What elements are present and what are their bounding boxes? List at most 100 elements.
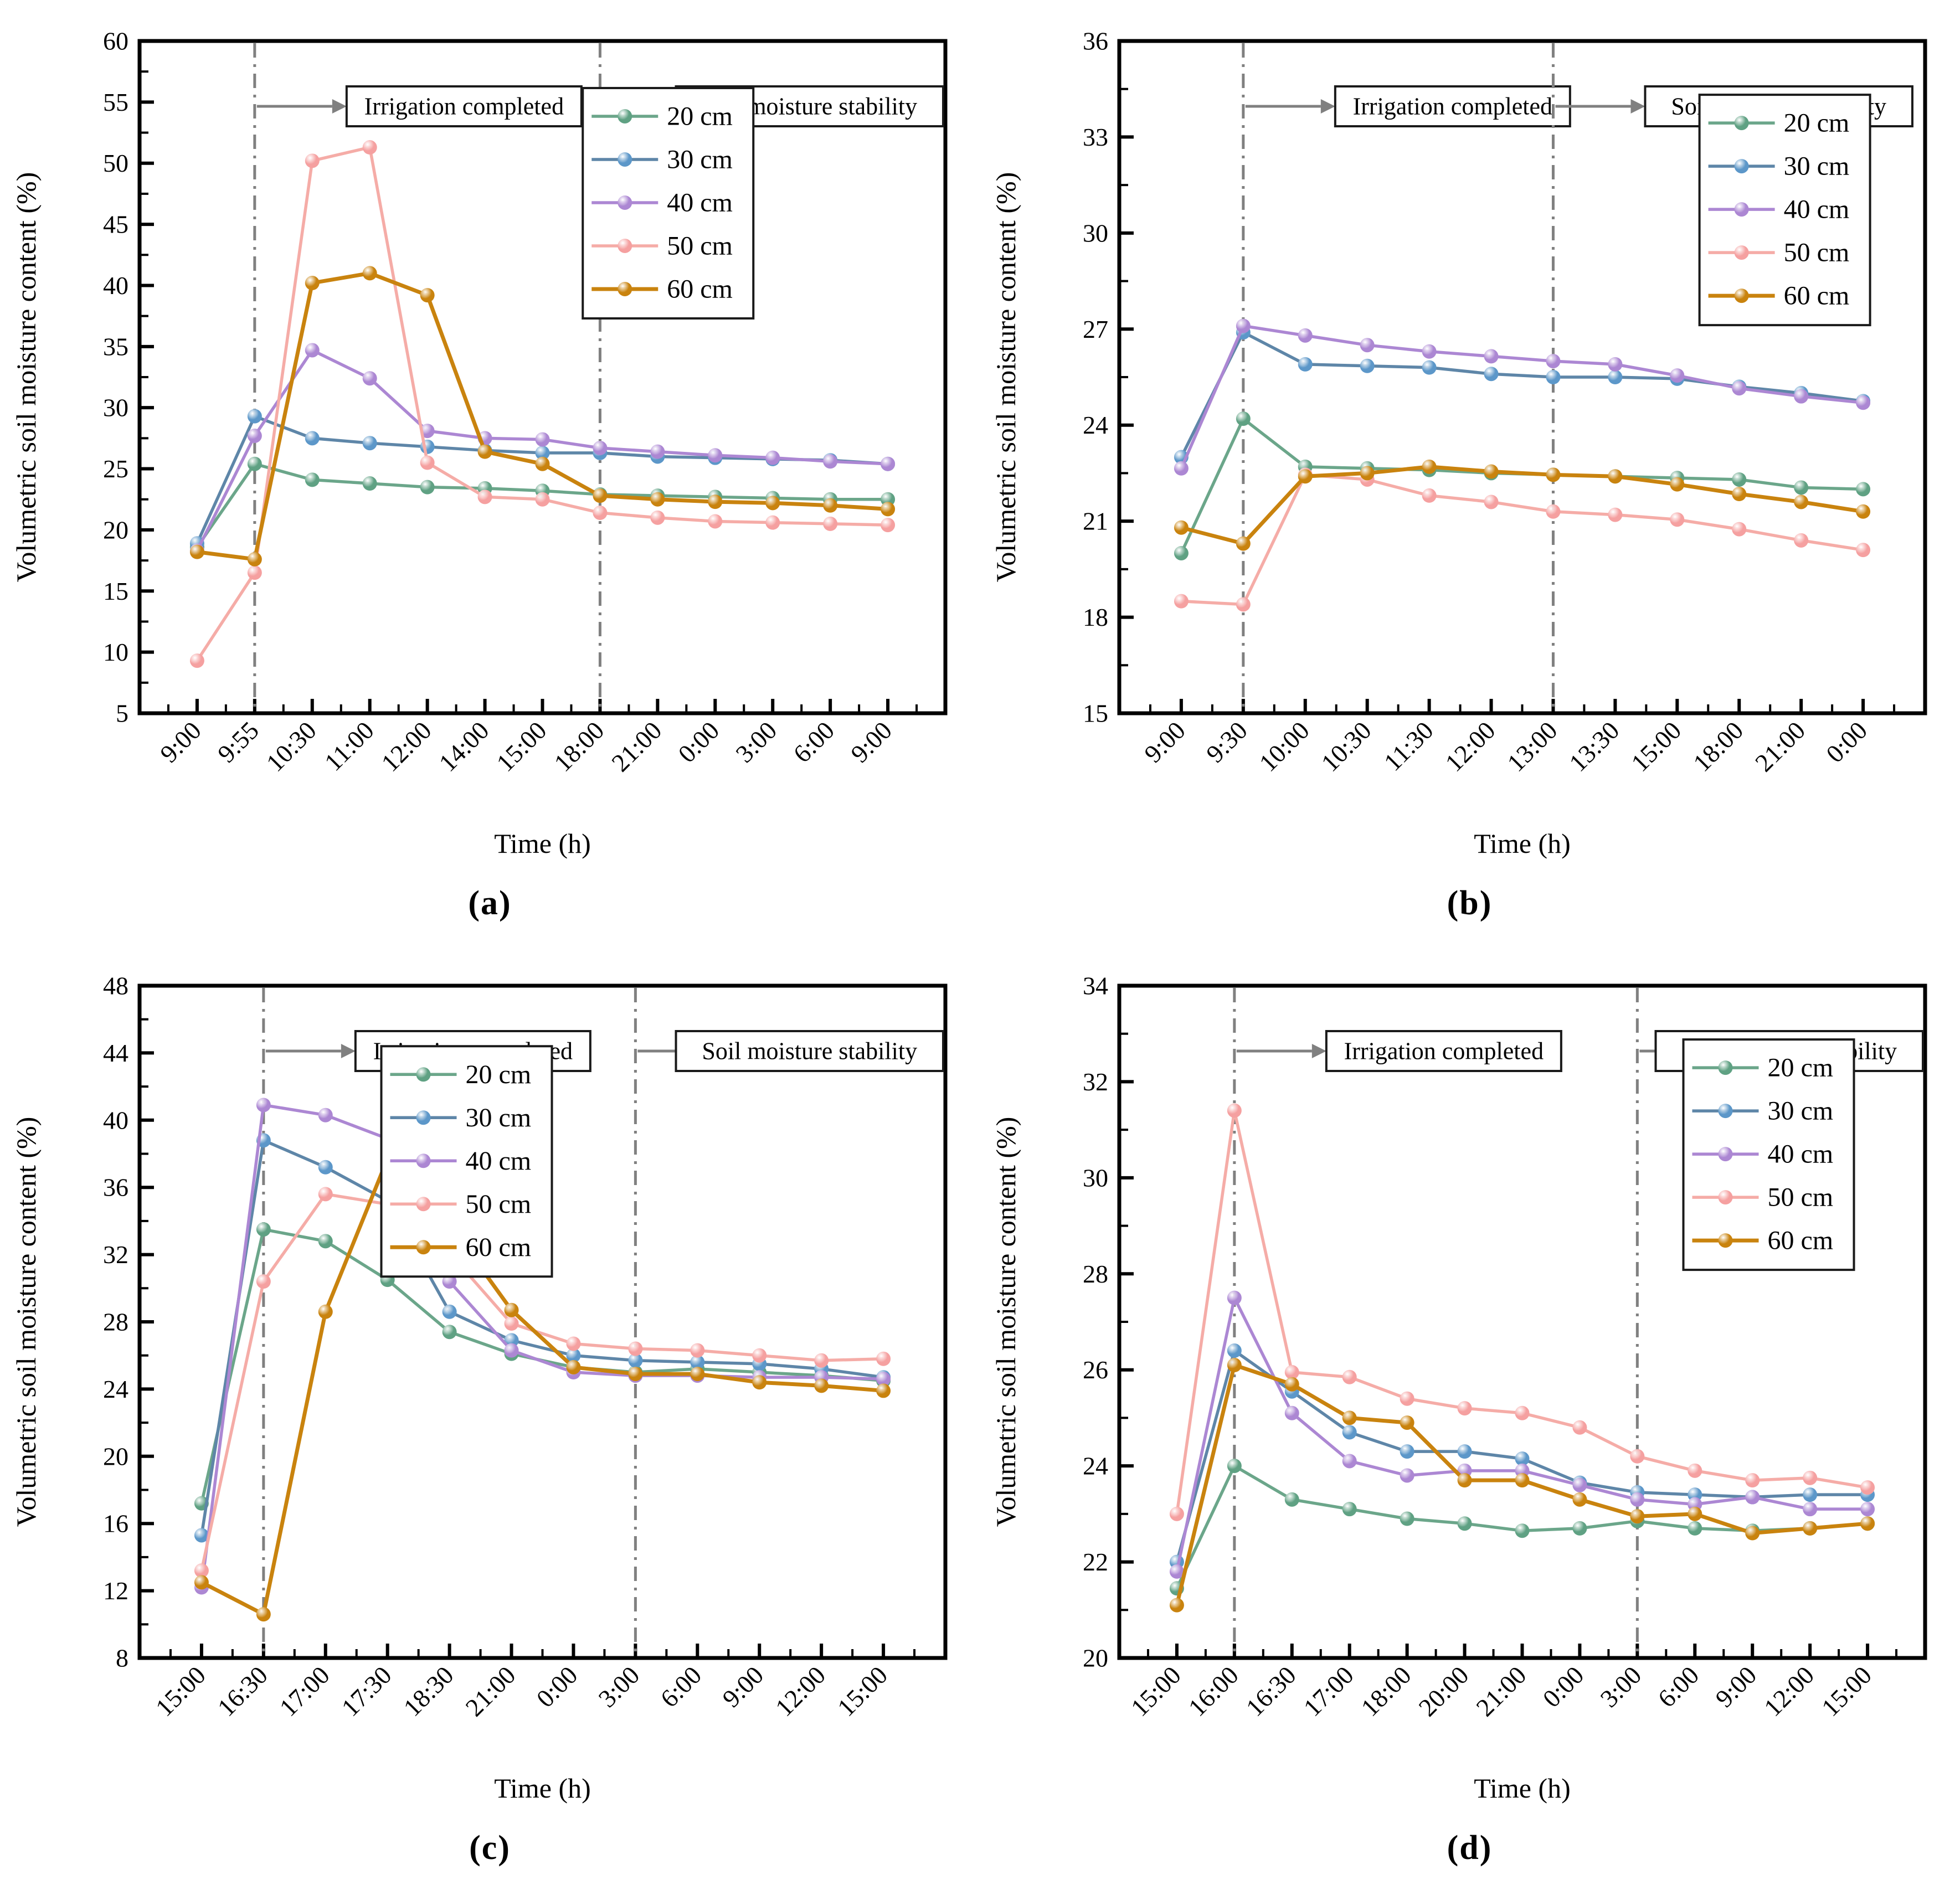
data-point: [876, 1351, 891, 1366]
legend-label: 30 cm: [667, 145, 733, 174]
y-tick-label: 28: [1083, 1260, 1108, 1288]
irrigation-completed-label: Irrigation completed: [364, 93, 564, 120]
data-point: [1670, 477, 1685, 492]
data-point: [1608, 507, 1623, 522]
data-point: [566, 1348, 581, 1363]
data-point: [1422, 488, 1437, 503]
x-tick-label: 10:00: [1254, 716, 1315, 777]
y-tick-label: 15: [103, 577, 128, 605]
x-tick-label: 13:30: [1563, 716, 1624, 777]
legend-label: 30 cm: [1768, 1096, 1834, 1126]
y-tick-label: 20: [1083, 1644, 1108, 1672]
data-point: [1484, 495, 1499, 509]
series-20-cm: [1174, 411, 1871, 560]
y-tick-label: 22: [1083, 1548, 1108, 1576]
y-tick-label: 28: [103, 1308, 128, 1336]
data-point: [1572, 1492, 1587, 1507]
data-point: [535, 445, 550, 460]
data-point: [1342, 1410, 1357, 1425]
legend-label: 30 cm: [466, 1103, 532, 1132]
data-point: [442, 1325, 457, 1340]
data-point: [1174, 594, 1189, 609]
x-tick-label: 0:00: [531, 1661, 583, 1713]
caption-d: (d): [1447, 1829, 1493, 1867]
x-tick-label: 15:00: [832, 1661, 893, 1722]
legend-label: 40 cm: [1768, 1140, 1834, 1169]
data-point: [1342, 1425, 1357, 1440]
y-tick-label: 48: [103, 972, 128, 1000]
series-60-cm: [194, 1151, 891, 1622]
legend: 20 cm 30 cm 40 cm 50 cm 60 cm: [582, 86, 755, 320]
y-tick-label: 27: [1083, 315, 1108, 343]
data-point: [1546, 467, 1561, 482]
legend-label: 20 cm: [1768, 1053, 1834, 1083]
data-point: [1236, 536, 1251, 551]
x-tick-label: 9:30: [1201, 716, 1253, 768]
data-point: [1860, 1480, 1875, 1495]
y-tick-label: 30: [1083, 219, 1108, 247]
data-point: [765, 450, 780, 465]
data-point: [650, 492, 665, 507]
data-point: [1169, 1564, 1184, 1579]
legend-label: 20 cm: [1784, 109, 1850, 138]
data-point: [256, 1607, 271, 1622]
x-tick-label: 17:00: [274, 1661, 335, 1722]
x-tick-label: 12:00: [376, 716, 437, 777]
data-point: [1236, 318, 1251, 333]
x-tick-label: 12:00: [1439, 716, 1500, 777]
y-tick-label: 44: [103, 1039, 128, 1067]
y-tick-label: 36: [103, 1173, 128, 1202]
data-point: [535, 432, 550, 447]
data-point: [1227, 1459, 1242, 1474]
data-point: [708, 448, 723, 463]
data-point: [1860, 1516, 1875, 1531]
data-point: [1608, 469, 1623, 484]
data-point: [752, 1348, 767, 1363]
irrigation-completed-label: Irrigation completed: [1353, 93, 1552, 120]
data-point: [708, 514, 723, 529]
data-point: [1298, 469, 1313, 484]
series-50-cm: [1174, 467, 1871, 612]
x-tick-label: 13:00: [1501, 716, 1562, 777]
data-point: [1360, 358, 1375, 373]
soil-moisture-stability-label: Soil moisture stability: [702, 1038, 917, 1065]
data-point: [566, 1359, 581, 1374]
data-point: [247, 428, 262, 443]
data-point: [1169, 1506, 1184, 1521]
data-point: [708, 495, 723, 509]
series-30-cm: [1174, 325, 1871, 465]
y-tick-label: 21: [1083, 507, 1108, 535]
data-point: [1400, 1468, 1414, 1483]
data-point: [1284, 1405, 1299, 1420]
data-point: [752, 1375, 767, 1390]
data-point: [1794, 480, 1809, 495]
data-point: [1803, 1487, 1818, 1502]
data-point: [1284, 1492, 1299, 1507]
legend-label: 50 cm: [667, 231, 733, 260]
x-axis-title: Time (h): [494, 1773, 591, 1804]
y-axis-title: Volumetric soil moisture content (%): [990, 1117, 1021, 1527]
x-tick-label: 16:30: [1241, 1661, 1301, 1722]
data-point: [1457, 1516, 1472, 1531]
panel-d: 20 22 24 26 28 30 32 34 15:00 16:00 16:30 17:00 18:0…: [990, 954, 1937, 1881]
data-point: [1803, 1470, 1818, 1485]
x-tick-label: 6:00: [655, 1661, 707, 1713]
panel-b: 15 18 21 24 27 30 33 36 9:00 9:30 10:00 10:30 11:30 1…: [990, 9, 1937, 936]
data-point: [247, 456, 262, 471]
x-tick-label: 9:00: [845, 716, 897, 768]
legend-label: 50 cm: [466, 1189, 532, 1219]
data-point: [1670, 512, 1685, 527]
legend-label: 50 cm: [1768, 1183, 1834, 1212]
data-point: [305, 431, 320, 446]
y-tick-label: 5: [116, 699, 128, 728]
data-point: [247, 565, 262, 580]
x-tick-label: 9:00: [1710, 1661, 1762, 1713]
y-tick-label: 24: [1083, 411, 1108, 439]
y-tick-label: 20: [103, 1442, 128, 1470]
y-tick-label: 36: [1083, 27, 1108, 55]
y-tick-label: 24: [1083, 1452, 1108, 1480]
data-point: [189, 653, 204, 668]
